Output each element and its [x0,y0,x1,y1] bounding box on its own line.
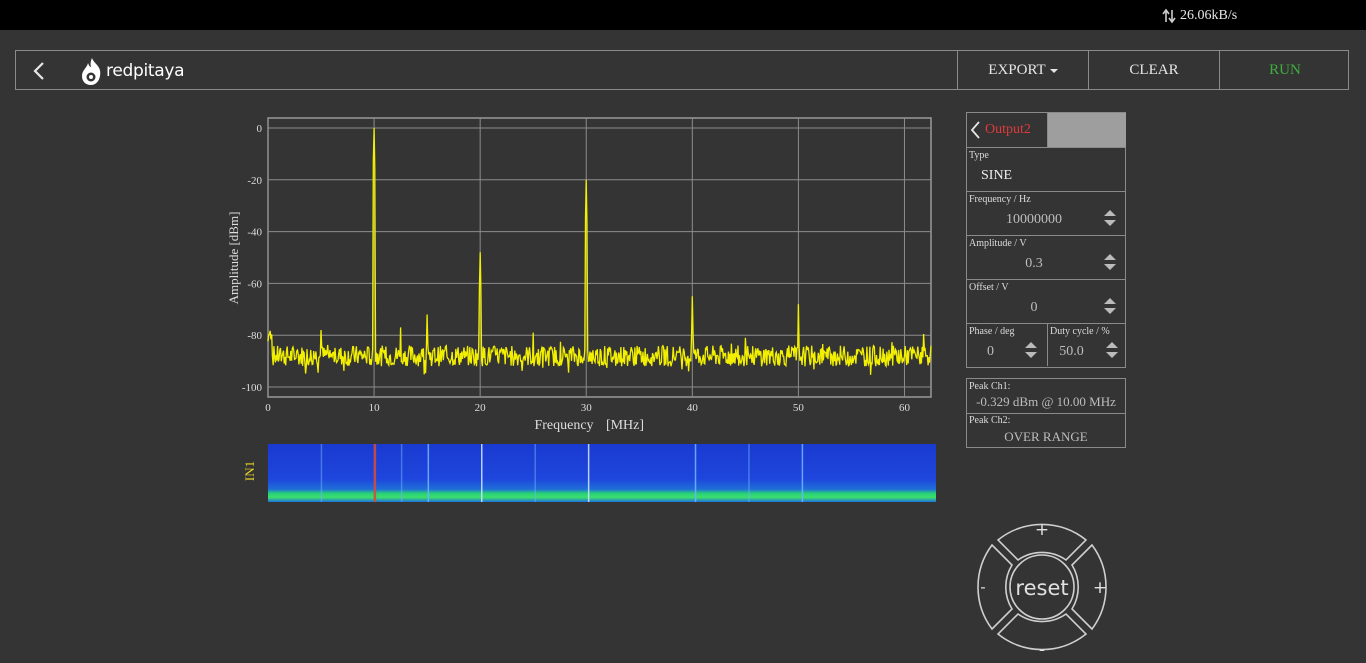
x-tick-label: 20 [475,402,487,414]
offset-label: Offset / V [969,282,1009,293]
waterfall-display[interactable] [268,444,936,502]
peak-ch1-value: -0.329 dBm @ 10.00 MHz [976,394,1116,409]
output2-tab[interactable]: Output2 [967,113,1047,147]
peak-divider [967,413,1125,414]
redpitaya-logo: redpitaya [80,56,200,86]
jog-up-label: + [1035,520,1049,540]
y-tick-labels: 0 -20 -40 -60 -80 -100 [242,123,263,394]
offset-stepper[interactable] [1103,296,1117,316]
peak-ch1-label: Peak Ch1: [969,381,1011,392]
app-header: redpitaya EXPORT CLEAR RUN [15,50,1349,90]
waterfall-background [268,444,936,502]
updown-arrows-icon [1162,8,1176,24]
back-button[interactable] [26,57,52,85]
type-label: Type [969,150,989,161]
phase-field: Phase / deg 0 [967,324,1046,366]
peak-ch2-value: OVER RANGE [1004,429,1088,444]
amplitude-field: Amplitude / V 0.3 [966,236,1126,280]
x-tick-label: 50 [793,402,805,414]
flame-logo-icon [82,58,101,85]
jog-left-button[interactable] [977,543,1014,631]
x-tick-label: 60 [899,402,911,414]
offset-input[interactable]: 0 [1030,300,1038,315]
clear-button[interactable]: CLEAR [1088,51,1219,89]
jog-left-label: - [980,578,985,596]
amplitude-label: Amplitude / V [969,238,1027,249]
reset-label: reset [1015,576,1068,600]
x-axis-label: Frequency [534,418,593,433]
jog-right-label: + [1093,578,1107,598]
generator-panel: Output2 Type SINE Frequency / Hz 1000000… [966,112,1126,368]
x-tick-label: 40 [687,402,699,414]
amplitude-input[interactable]: 0.3 [1025,256,1043,271]
x-axis-unit: [MHz] [606,418,644,433]
export-label: EXPORT [988,61,1046,78]
phase-label: Phase / deg [969,326,1015,337]
phase-input[interactable]: 0 [987,344,994,359]
y-tick-label: 0 [257,123,263,135]
duty-cycle-input[interactable]: 50.0 [1059,344,1084,359]
run-button[interactable]: RUN [1219,51,1350,89]
phase-duty-row: Phase / deg 0 Duty cycle / % 50.0 [966,324,1126,368]
output-toggle[interactable] [1047,113,1126,147]
frequency-stepper[interactable] [1103,208,1117,228]
y-tick-label: -60 [247,278,262,290]
x-tick-label: 30 [581,402,593,414]
y-axis-label: Amplitude [dBm] [226,212,241,305]
jog-right-button[interactable] [1070,543,1107,631]
x-tick-labels: 0 10 20 30 40 50 60 [265,402,910,414]
clear-label: CLEAR [1129,61,1179,78]
x-tick-label: 10 [369,402,381,414]
waterfall-channel-label: IN1 [242,460,258,482]
jog-up-button[interactable] [996,523,1088,562]
duty-cycle-label: Duty cycle / % [1050,326,1110,337]
chevron-left-icon [33,62,44,80]
peak-readout: Peak Ch1: -0.329 dBm @ 10.00 MHz Peak Ch… [966,378,1126,448]
peak-ch2-label: Peak Ch2: [969,415,1011,426]
reset-button[interactable] [1009,554,1075,620]
frequency-input[interactable]: 10000000 [1006,212,1062,227]
x-tick-label: 0 [265,402,271,414]
waterfall-lines [320,444,804,502]
top-status-bar: 26.06kB/s [0,0,1366,30]
y-tick-label: -20 [247,175,262,187]
type-value[interactable]: SINE [981,168,1013,183]
run-label: RUN [1269,61,1301,78]
duty-cycle-stepper[interactable] [1105,340,1119,360]
duty-cycle-field: Duty cycle / % 50.0 [1047,324,1127,366]
chevron-left-icon [970,121,980,139]
amplitude-stepper[interactable] [1103,252,1117,272]
spectrum-trace [267,127,932,375]
logo-text: redpitaya [106,61,185,81]
output-tab-row: Output2 [966,112,1126,148]
phase-stepper[interactable] [1024,340,1038,360]
y-tick-label: -100 [242,382,263,394]
jog-control: reset + - - + [977,520,1107,660]
export-button[interactable]: EXPORT [957,51,1088,89]
y-tick-label: -40 [247,227,262,239]
offset-field: Offset / V 0 [966,280,1126,324]
jog-down-button[interactable] [996,612,1088,651]
spectrum-chart[interactable]: 0 -20 -40 -60 -80 -100 0 10 20 30 40 50 60 Amplitud… [220,110,940,435]
type-field[interactable]: Type SINE [966,148,1126,192]
frequency-field: Frequency / Hz 10000000 [966,192,1126,236]
caret-down-icon [1049,69,1058,73]
frequency-label: Frequency / Hz [969,194,1031,205]
chart-grid [267,118,931,397]
jog-down-label: - [1039,640,1045,660]
output2-label: Output2 [985,122,1031,137]
network-speed: 26.06kB/s [1162,8,1237,24]
y-tick-label: -80 [247,330,262,342]
network-speed-value: 26.06kB/s [1180,8,1238,23]
